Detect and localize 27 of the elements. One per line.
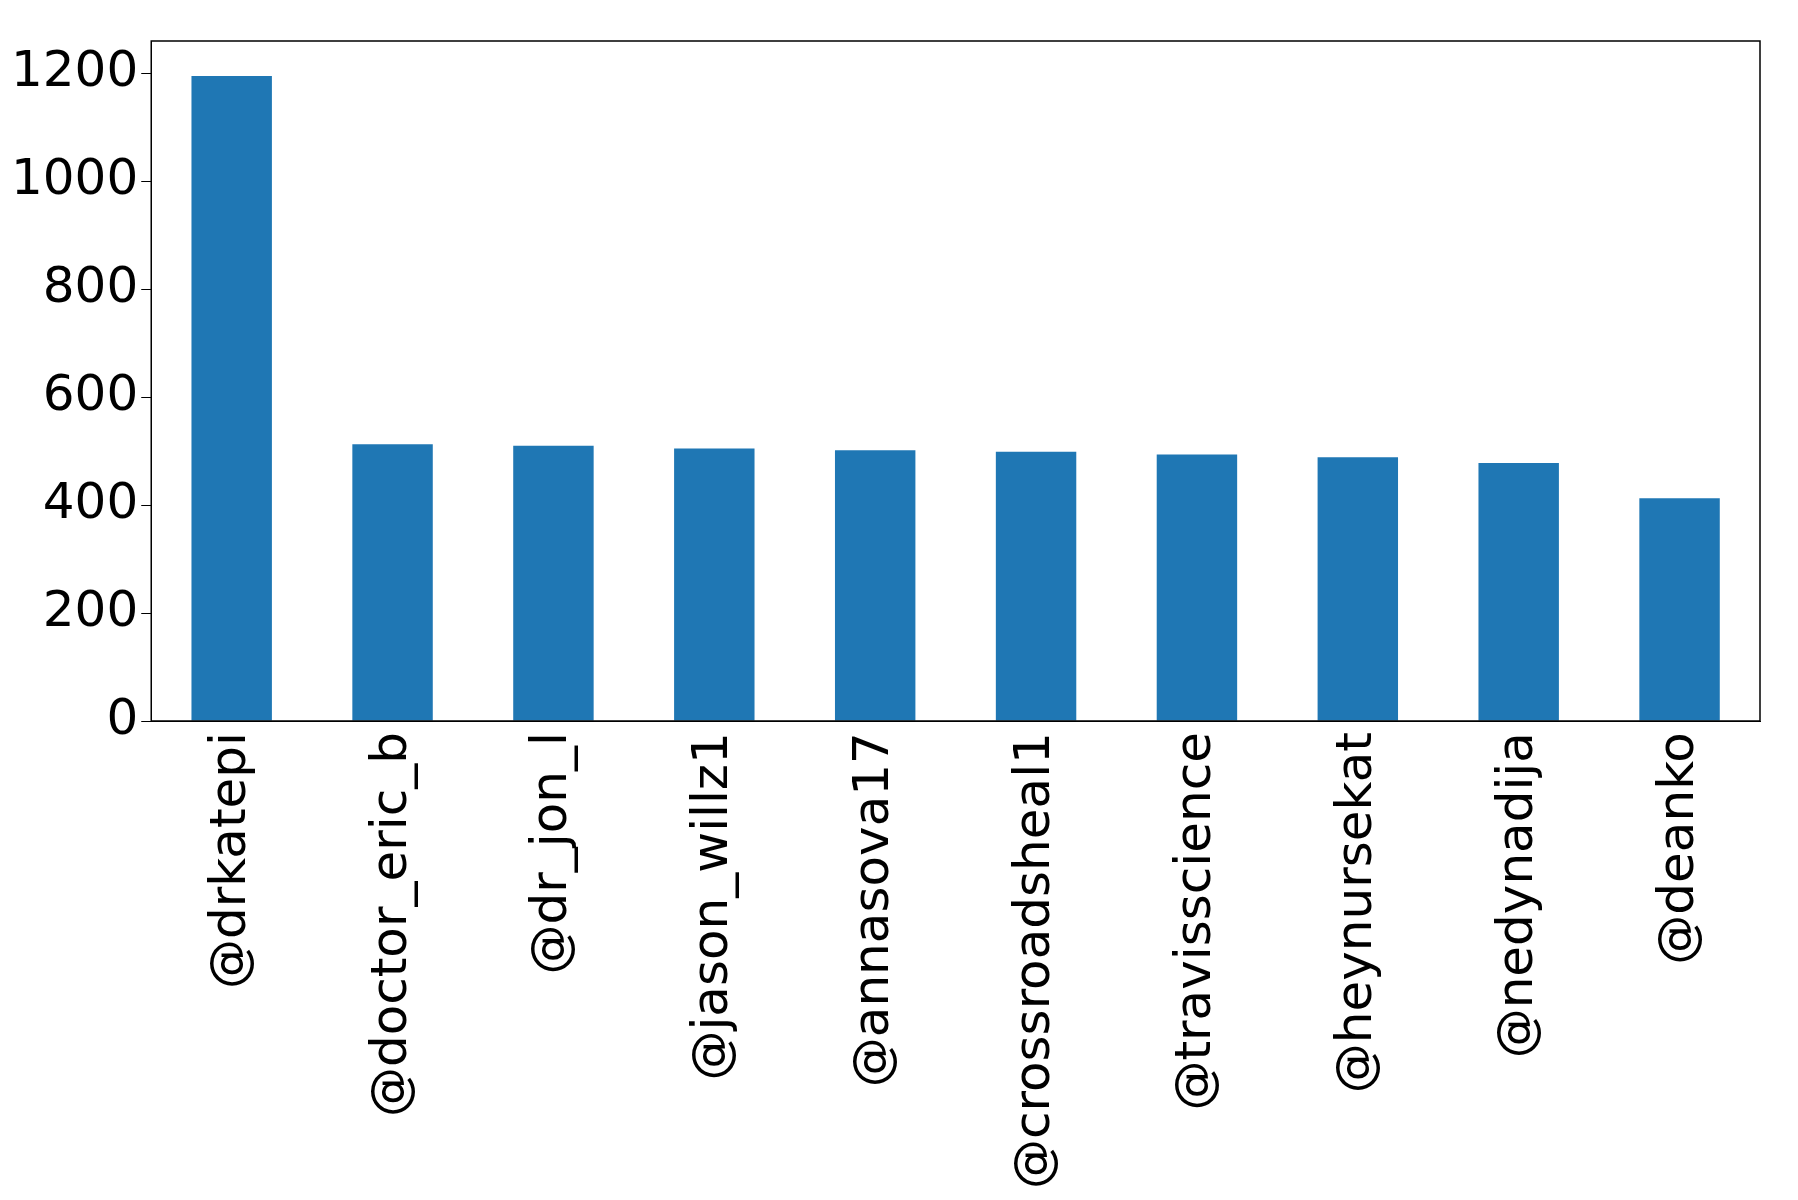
bar xyxy=(674,448,755,721)
bar xyxy=(1317,457,1399,721)
bar xyxy=(995,451,1077,721)
bar xyxy=(513,445,594,721)
y-tick-label: 1200 xyxy=(11,40,139,99)
y-tick-label: 400 xyxy=(42,472,139,531)
y-tick-label: 1000 xyxy=(11,148,139,207)
bar xyxy=(352,444,433,721)
x-tick-label: @drkatepi xyxy=(198,732,257,990)
x-tick-label: @deanko xyxy=(1646,732,1705,965)
y-tick-label: 600 xyxy=(42,364,139,423)
y-tick-label: 0 xyxy=(106,688,139,747)
x-tick-label: @crossroadsheal1 xyxy=(1003,732,1062,1190)
bar xyxy=(191,76,272,721)
x-tick-label: @annasova17 xyxy=(842,732,901,1088)
x-tick-label: @heynursekat xyxy=(1324,732,1383,1094)
x-tick-label: @nedynadija xyxy=(1485,732,1544,1059)
bar xyxy=(834,450,916,721)
x-tick-label: @doctor_eric_b xyxy=(359,732,418,1118)
bar xyxy=(1156,454,1238,721)
bar xyxy=(1639,498,1720,721)
y-tick-label: 800 xyxy=(42,256,139,315)
x-tick-label: @jason_willz1 xyxy=(681,732,740,1081)
bar xyxy=(1478,463,1559,721)
x-tick-label: @travisscience xyxy=(1163,732,1222,1111)
y-tick-label: 200 xyxy=(42,580,139,639)
x-tick-label: @dr_jon_l xyxy=(520,732,579,975)
